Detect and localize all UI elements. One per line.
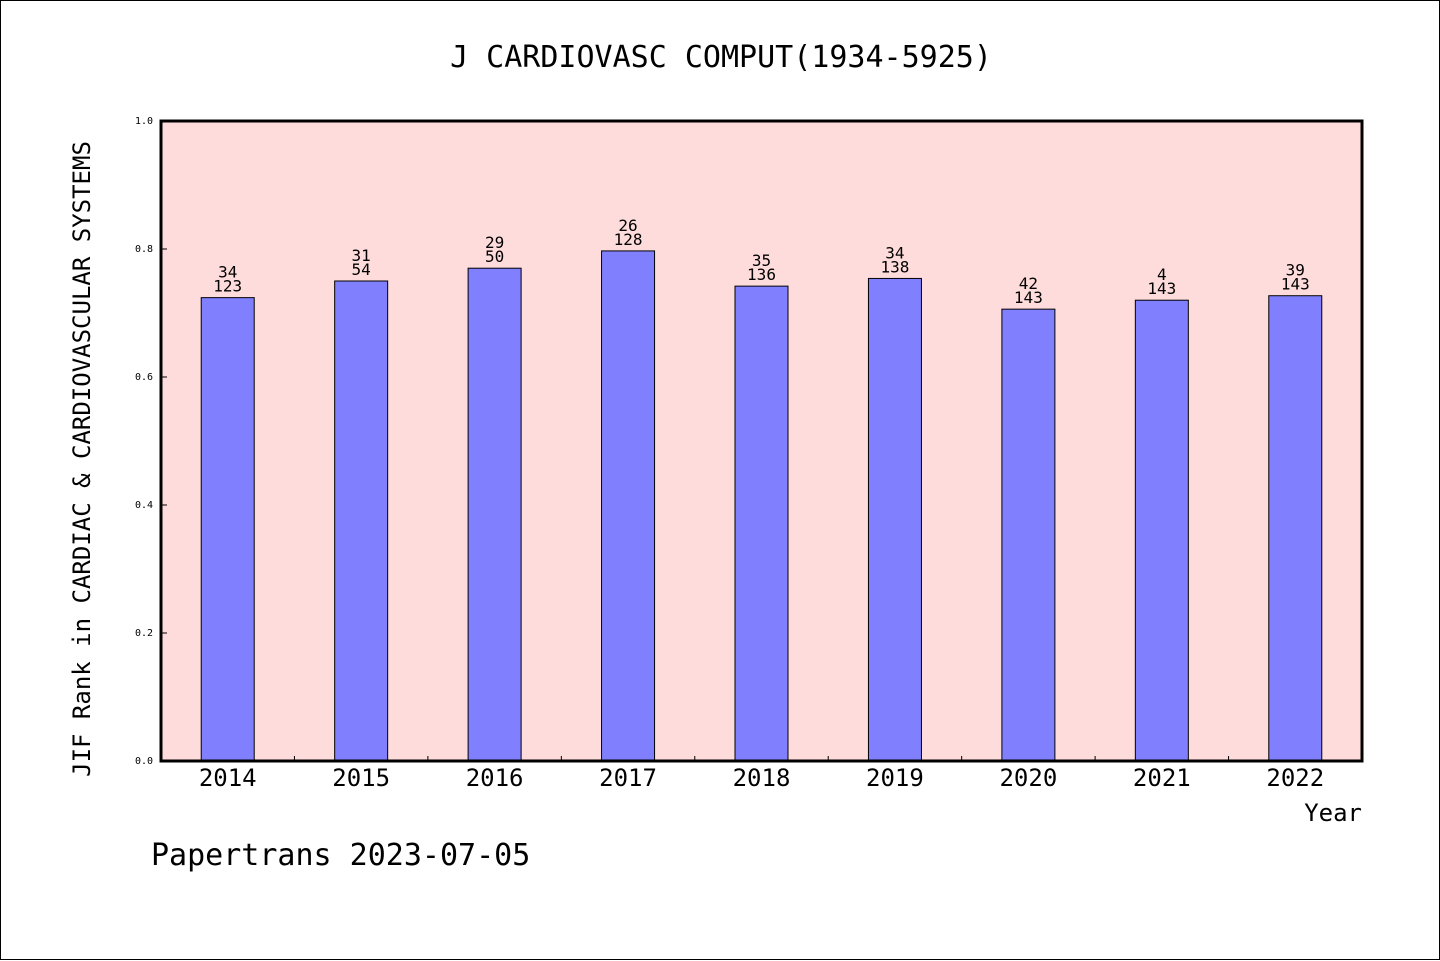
x-tick-label: 2014 bbox=[199, 764, 257, 792]
bar-rank-label: 4 bbox=[1157, 265, 1167, 284]
x-tick-label: 2016 bbox=[466, 764, 524, 792]
x-axis-ticks: 2014 2015 2016 2017 2018 2019 2020 2021 2022 bbox=[199, 756, 1324, 792]
bar-2017 bbox=[601, 250, 656, 762]
bar-rank-label: 29 bbox=[485, 233, 504, 252]
bar-total-label: 143 bbox=[1281, 275, 1310, 294]
plot-border bbox=[159, 119, 1364, 763]
bar-total-label: 128 bbox=[614, 230, 643, 249]
y-tick-label: 0.2 bbox=[135, 628, 153, 639]
bar-total-label: 143 bbox=[1147, 279, 1176, 298]
bar-2014 bbox=[200, 297, 255, 762]
x-tick-label: 2022 bbox=[1266, 764, 1324, 792]
chart-title: J CARDIOVASC COMPUT(1934-5925) bbox=[450, 40, 992, 75]
bar-2021 bbox=[1134, 299, 1189, 762]
bars-group bbox=[200, 250, 1323, 762]
x-tick-label: 2019 bbox=[866, 764, 924, 792]
bar-labels: 3412331542950261283513634138421434143391… bbox=[213, 216, 1309, 307]
bar-rank-label: 39 bbox=[1286, 261, 1305, 280]
y-tick-label: 1.0 bbox=[135, 116, 153, 127]
bar-rank-label: 26 bbox=[618, 216, 637, 235]
x-tick-label: 2021 bbox=[1133, 764, 1191, 792]
y-tick-label: 0.0 bbox=[135, 756, 153, 767]
bar-2019 bbox=[867, 277, 922, 762]
bar-2018 bbox=[734, 285, 789, 762]
footer-credit: Papertrans 2023-07-05 bbox=[151, 838, 530, 873]
bar-rank-label: 34 bbox=[218, 263, 237, 282]
x-axis-label: Year bbox=[1304, 799, 1362, 827]
bar-rank-label: 31 bbox=[352, 246, 371, 265]
bar-total-label: 136 bbox=[747, 265, 776, 284]
bar-rank-label: 34 bbox=[885, 243, 904, 262]
x-tick-label: 2020 bbox=[999, 764, 1057, 792]
x-tick-label: 2017 bbox=[599, 764, 657, 792]
bar-rank-label: 42 bbox=[1019, 274, 1038, 293]
bar-2015 bbox=[334, 280, 389, 762]
bar-2022 bbox=[1268, 295, 1323, 762]
y-tick-label: 0.6 bbox=[135, 372, 153, 383]
x-tick-label: 2018 bbox=[733, 764, 791, 792]
bar-2016 bbox=[467, 267, 522, 762]
bar-2020 bbox=[1001, 308, 1056, 762]
bar-total-label: 123 bbox=[213, 277, 242, 296]
y-tick-label: 0.8 bbox=[135, 244, 153, 255]
x-tick-label: 2015 bbox=[332, 764, 390, 792]
bar-total-label: 143 bbox=[1014, 288, 1043, 307]
bar-total-label: 50 bbox=[485, 247, 504, 266]
bar-total-label: 54 bbox=[352, 260, 371, 279]
y-tick-label: 0.4 bbox=[135, 500, 153, 511]
y-axis-label: JIF Rank in CARDIAC & CARDIOVASCULAR SYS… bbox=[68, 141, 96, 777]
bar-rank-label: 35 bbox=[752, 251, 771, 270]
bar-total-label: 138 bbox=[880, 257, 909, 276]
